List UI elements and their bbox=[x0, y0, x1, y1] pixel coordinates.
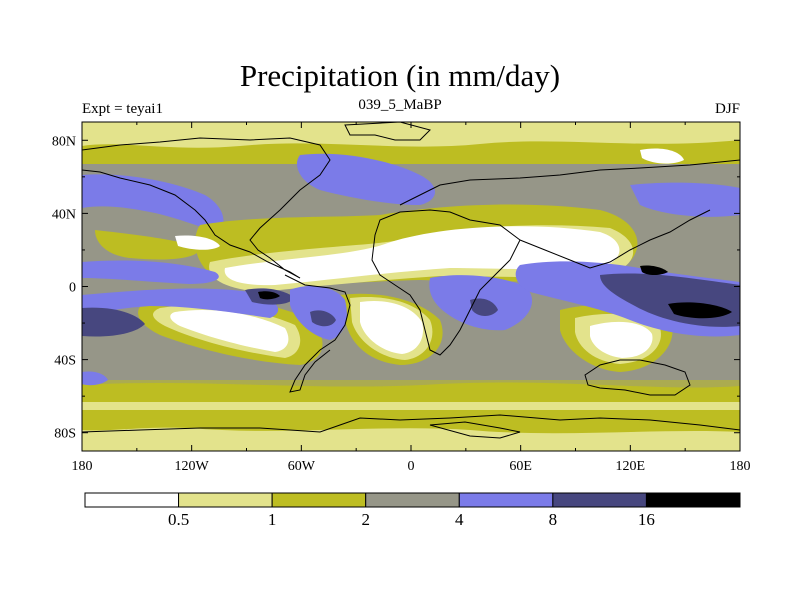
west-pacific-heavy-rain bbox=[82, 307, 145, 337]
australia-coast bbox=[584, 359, 691, 396]
antarctic-peninsula bbox=[429, 421, 521, 439]
colorbar: 0.5 1 2 4 8 16 bbox=[84, 492, 741, 529]
south-atlantic-dry-region bbox=[360, 300, 424, 354]
colorbar-label: 4 bbox=[455, 510, 464, 529]
amazon-peak-rain bbox=[258, 291, 280, 300]
north-america-coast bbox=[82, 137, 331, 279]
colorbar-label: 8 bbox=[549, 510, 558, 529]
colorbar-swatch bbox=[552, 492, 647, 508]
lon-tick-label: 60W bbox=[288, 459, 316, 474]
colorbar-label: 16 bbox=[638, 510, 655, 529]
colorbar-label: 0.5 bbox=[168, 510, 189, 529]
east-pacific-dry-band bbox=[95, 230, 200, 260]
antarctica-coast bbox=[82, 414, 740, 433]
lat-tick-label: 40S bbox=[54, 354, 76, 369]
south-itcz bbox=[82, 288, 279, 318]
north-itcz bbox=[82, 260, 219, 284]
lon-tick-label: 180 bbox=[730, 459, 751, 474]
warm-pool-peak-rain bbox=[640, 265, 668, 275]
south-america-coast bbox=[284, 274, 351, 393]
australian-dry-region bbox=[590, 321, 653, 358]
season-label: DJF bbox=[714, 101, 740, 117]
colorbar-swatch bbox=[458, 492, 554, 508]
south-pacific-peak-rain bbox=[668, 302, 732, 319]
colorbar-swatch bbox=[645, 492, 741, 508]
arctic-dry-zone bbox=[82, 122, 740, 148]
east-pacific-dry-spot bbox=[175, 235, 220, 250]
colorbar-swatch bbox=[178, 492, 273, 508]
lon-tick-label: 180 bbox=[72, 459, 93, 474]
lon-tick-label: 120W bbox=[175, 459, 210, 474]
pacific-storm-track bbox=[82, 174, 224, 232]
coastlines bbox=[82, 122, 740, 439]
longitude-axis: 180 120W 60W 0 60E 120E 180 bbox=[72, 122, 751, 474]
lat-tick-label: 40N bbox=[52, 207, 76, 222]
atlantic-storm-track bbox=[296, 153, 435, 205]
lat-tick-label: 80N bbox=[52, 134, 76, 149]
northwest-pacific-track bbox=[630, 182, 740, 217]
period-label: 039_5_MaBP bbox=[358, 97, 442, 113]
africa-coast bbox=[371, 209, 521, 356]
southeast-pacific-dry-region bbox=[170, 309, 289, 352]
south-american-core bbox=[310, 310, 336, 327]
eurasia-north-coast bbox=[399, 159, 740, 206]
antarctic-dry-zone bbox=[82, 427, 740, 451]
colorbar-label: 1 bbox=[268, 510, 277, 529]
map-title: Precipitation (in mm/day) bbox=[239, 58, 561, 93]
arctic-dry-spot bbox=[640, 148, 684, 164]
lon-tick-label: 120E bbox=[616, 459, 646, 474]
experiment-label: Expt = teyai1 bbox=[82, 101, 163, 117]
southern-ocean-band bbox=[82, 382, 740, 402]
lon-tick-label: 0 bbox=[408, 459, 415, 474]
colorbar-swatch bbox=[365, 492, 460, 508]
precipitation-field bbox=[82, 122, 740, 451]
greenland-coast bbox=[344, 122, 431, 141]
northern-dry-region bbox=[224, 226, 620, 286]
latitude-axis: 80N 40N 0 40S 80S bbox=[52, 134, 740, 442]
lon-tick-label: 60E bbox=[509, 459, 532, 474]
south-pacific-wet-spot bbox=[82, 371, 108, 386]
colorbar-swatch bbox=[84, 492, 180, 508]
colorbar-label: 2 bbox=[361, 510, 370, 529]
lat-tick-label: 0 bbox=[69, 281, 76, 296]
lat-tick-label: 80S bbox=[54, 427, 76, 442]
african-core bbox=[470, 298, 498, 316]
colorbar-swatch bbox=[271, 492, 367, 508]
asia-south-coast bbox=[519, 209, 711, 269]
southern-dry-strip bbox=[82, 400, 740, 410]
